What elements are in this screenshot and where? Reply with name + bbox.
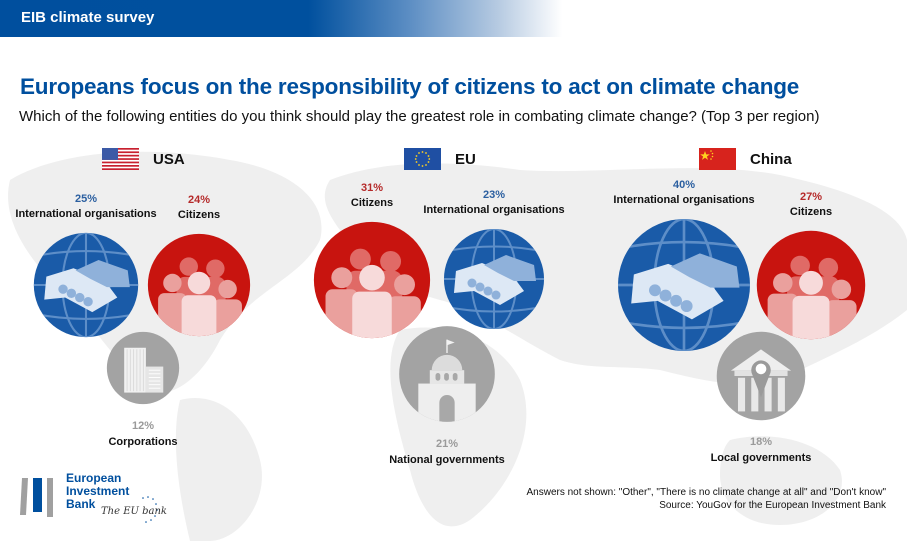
logo-line-investment: Investment [66,484,130,498]
region-name-usa: USA [153,150,185,168]
people-group-icon [158,257,242,337]
logo-line-european: European [66,471,122,485]
bubble-value-eu-national-governments: 21% [435,437,459,450]
eib-logo-icon [20,478,158,523]
bubble-usa-citizens [147,233,251,337]
bubble-usa-corporations [106,331,180,405]
bubble-value-eu-international-organisations: 23% [482,188,506,201]
source-note: Source: YouGov for the European Investme… [659,500,886,511]
answers-not-shown-note: Answers not shown: "Other", "There is no… [526,487,887,498]
handshake-globe-icon [33,232,139,338]
bubble-label-china-international-organisations: International organisations [613,194,755,206]
bubble-china-international-organisations [618,219,750,351]
header-band: EIB climate survey [0,0,907,37]
office-buildings-icon [124,347,164,393]
us-flag-icon [102,148,139,170]
people-group-icon [767,255,857,340]
bubble-china-citizens [756,230,866,340]
bubble-value-usa-corporations: 12% [131,420,155,433]
bubble-value-china-international-organisations: 40% [672,179,696,191]
bubble-label-usa-citizens: Citizens [177,208,221,221]
capitol-building-icon [418,339,476,422]
bubble-value-china-citizens: 27% [799,190,823,203]
region-header-eu: EU [404,148,476,170]
people-group-icon [325,248,421,339]
page-subtitle: Which of the following entities do you t… [19,108,820,125]
region-header-usa: USA [102,148,185,170]
handshake-globe-icon [443,228,545,330]
bubble-label-eu-international-organisations: International organisations [423,203,565,216]
bubble-value-china-local-governments: 18% [749,436,773,449]
bubble-label-usa-corporations: Corporations [108,436,178,449]
header-label: EIB climate survey [21,9,155,26]
bubble-eu-international-organisations [443,228,545,330]
bubble-label-china-local-governments: Local governments [710,452,812,465]
bubble-label-eu-citizens: Citizens [350,196,394,209]
region-name-eu: EU [455,150,476,168]
bubble-value-eu-citizens: 31% [360,181,384,194]
logo-tagline: The EU bank [101,506,167,517]
region-name-china: China [750,150,792,168]
china-flag-icon [699,148,736,170]
bubble-label-eu-national-governments: National governments [389,453,505,466]
logo-line-bank: Bank [66,497,96,511]
bubble-label-china-citizens: Citizens [789,205,833,218]
bubble-label-usa-international-organisations: International organisations [15,207,157,220]
footnote: Answers not shown: "Other", "There is no… [527,486,887,512]
bubble-eu-citizens [313,221,431,339]
bubble-china-local-governments [716,331,806,421]
handshake-globe-icon [618,219,750,351]
bubble-eu-national-governments [399,326,495,422]
town-hall-pin-icon [730,349,792,412]
bubble-value-usa-international-organisations: 25% [74,192,98,205]
eib-logo-text: European Investment Bank [66,472,129,511]
region-header-china: China [699,148,792,170]
eu-flag-icon [404,148,441,170]
bubble-usa-international-organisations [33,232,139,338]
bubble-value-usa-citizens: 24% [187,193,211,206]
page-title: Europeans focus on the responsibility of… [20,74,800,99]
